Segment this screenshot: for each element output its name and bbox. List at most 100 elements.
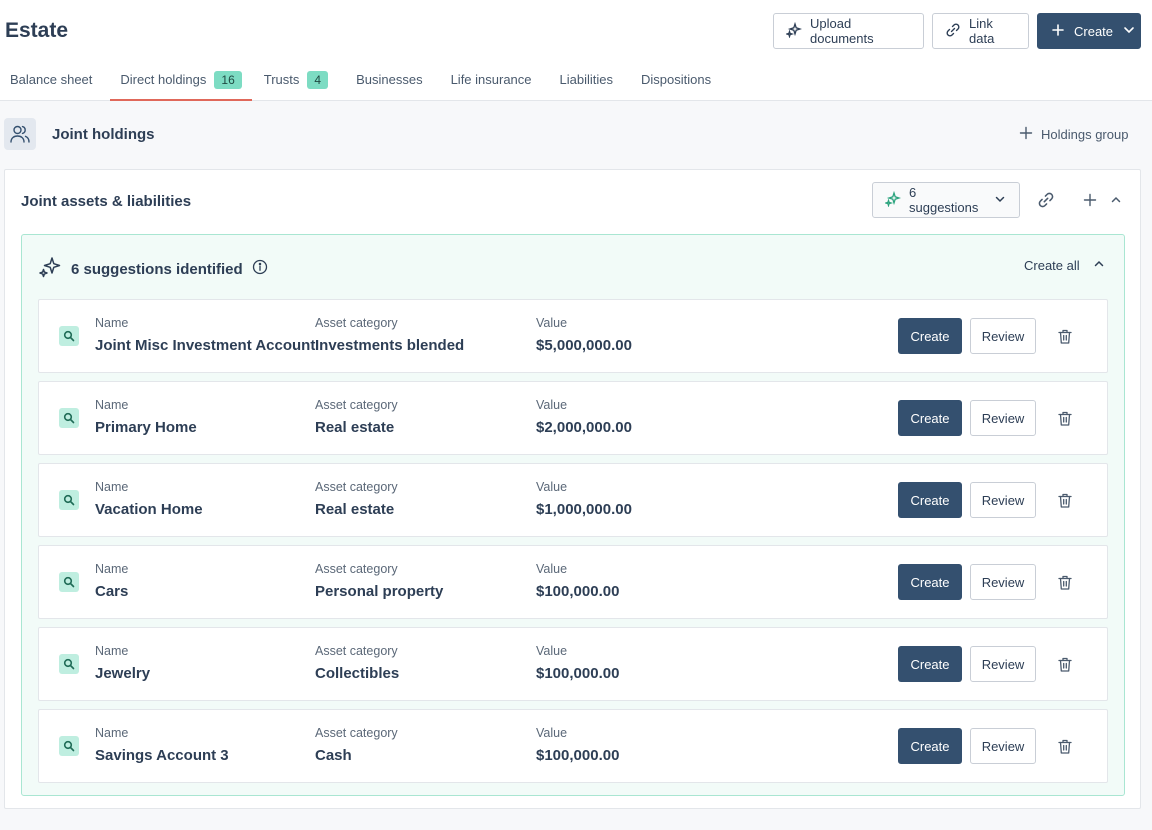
trash-icon[interactable] xyxy=(1056,573,1074,591)
create-dropdown-button[interactable]: Create xyxy=(1037,13,1141,49)
value-column: Value $2,000,000.00 xyxy=(536,398,632,436)
tab-balance-sheet[interactable]: Balance sheet xyxy=(0,62,102,101)
value-column: Value $100,000.00 xyxy=(536,644,619,682)
count-badge: 4 xyxy=(307,70,329,89)
search-icon xyxy=(59,490,79,510)
asset-category: Cash xyxy=(315,747,352,764)
plus-icon xyxy=(1019,126,1033,143)
count-badge: 16 xyxy=(214,70,242,89)
tab-label: Dispositions xyxy=(641,72,712,87)
create-button[interactable]: Create xyxy=(898,400,962,436)
chevron-up-icon[interactable] xyxy=(1105,189,1127,211)
review-button[interactable]: Review xyxy=(970,646,1036,682)
suggestions-header: 6 suggestions identified xyxy=(38,255,268,283)
link-icon xyxy=(945,22,961,41)
tab-life-insurance[interactable]: Life insurance xyxy=(441,62,542,101)
category-column: Asset category Cash xyxy=(315,726,398,764)
suggestion-card: Name Primary Home Asset category Real es… xyxy=(38,381,1108,455)
create-button[interactable]: Create xyxy=(898,318,962,354)
category-column: Asset category Investments blended xyxy=(315,316,464,354)
suggestion-card: Name Cars Asset category Personal proper… xyxy=(38,545,1108,619)
joint-holdings-title: Joint holdings xyxy=(52,126,155,143)
tab-label: Balance sheet xyxy=(10,72,93,87)
asset-name: Jewelry xyxy=(95,665,151,682)
review-button[interactable]: Review xyxy=(970,564,1036,600)
tab-label: Liabilities xyxy=(559,72,614,87)
tab-label: Businesses xyxy=(356,72,423,87)
chevron-up-icon xyxy=(1092,257,1106,274)
info-icon[interactable] xyxy=(252,259,268,279)
tab-dispositions[interactable]: Dispositions xyxy=(631,62,721,101)
search-icon xyxy=(59,654,79,674)
review-button[interactable]: Review xyxy=(970,400,1036,436)
plus-icon[interactable] xyxy=(1079,189,1101,211)
tab-trusts[interactable]: Trusts 4 xyxy=(254,62,338,101)
category-label: Asset category xyxy=(315,480,398,494)
users-icon xyxy=(4,118,36,150)
review-button[interactable]: Review xyxy=(970,318,1036,354)
asset-name: Joint Misc Investment Account xyxy=(95,337,316,354)
value-label: Value xyxy=(536,726,568,740)
name-column: Name Savings Account 3 xyxy=(95,726,229,764)
sparkle-icon xyxy=(883,190,902,210)
asset-value: $5,000,000.00 xyxy=(536,337,632,354)
name-label: Name xyxy=(95,726,129,740)
create-button[interactable]: Create xyxy=(898,482,962,518)
suggestion-card: Name Savings Account 3 Asset category Ca… xyxy=(38,709,1108,783)
joint-assets-panel: Joint assets & liabilities 6 suggestions xyxy=(4,169,1141,809)
link-icon[interactable] xyxy=(1035,189,1057,211)
tab-liabilities[interactable]: Liabilities xyxy=(550,62,623,101)
search-icon xyxy=(59,736,79,756)
trash-icon[interactable] xyxy=(1056,409,1074,427)
sparkle-icon xyxy=(784,21,803,41)
create-button[interactable]: Create xyxy=(898,728,962,764)
tab-businesses[interactable]: Businesses xyxy=(346,62,432,101)
name-label: Name xyxy=(95,562,129,576)
trash-icon[interactable] xyxy=(1056,655,1074,673)
category-column: Asset category Real estate xyxy=(315,398,398,436)
asset-value: $100,000.00 xyxy=(536,583,620,600)
trash-icon[interactable] xyxy=(1056,737,1074,755)
asset-name: Vacation Home xyxy=(95,501,203,518)
asset-name: Primary Home xyxy=(95,419,197,436)
value-column: Value $1,000,000.00 xyxy=(536,480,632,518)
suggestions-dropdown-button[interactable]: 6 suggestions xyxy=(872,182,1020,218)
value-label: Value xyxy=(536,644,568,658)
trash-icon[interactable] xyxy=(1056,327,1074,345)
create-all-label: Create all xyxy=(1024,258,1080,273)
value-label: Value xyxy=(536,398,568,412)
joint-holdings-header: Joint holdings Holdings group xyxy=(0,102,1152,168)
name-column: Name Vacation Home xyxy=(95,480,203,518)
asset-category: Personal property xyxy=(315,583,444,600)
plus-icon xyxy=(1050,22,1066,41)
value-label: Value xyxy=(536,480,568,494)
asset-category: Real estate xyxy=(315,501,395,518)
upload-documents-button[interactable]: Upload documents xyxy=(773,13,924,49)
review-button[interactable]: Review xyxy=(970,728,1036,764)
suggestion-card: Name Jewelry Asset category Collectibles… xyxy=(38,627,1108,701)
tab-label: Direct holdings xyxy=(120,72,207,87)
asset-name: Savings Account 3 xyxy=(95,747,229,764)
create-all-button[interactable]: Create all xyxy=(1024,257,1106,274)
tab-direct-holdings[interactable]: Direct holdings 16 xyxy=(110,62,253,101)
name-column: Name Jewelry xyxy=(95,644,150,682)
search-icon xyxy=(59,326,79,346)
category-label: Asset category xyxy=(315,562,398,576)
name-column: Name Joint Misc Investment Account xyxy=(95,316,315,354)
search-icon xyxy=(59,572,79,592)
asset-name: Cars xyxy=(95,583,129,600)
asset-category: Investments blended xyxy=(315,337,465,354)
create-button[interactable]: Create xyxy=(898,564,962,600)
category-label: Asset category xyxy=(315,726,398,740)
trash-icon[interactable] xyxy=(1056,491,1074,509)
name-label: Name xyxy=(95,316,129,330)
add-holdings-group-button[interactable]: Holdings group xyxy=(1019,126,1128,143)
category-column: Asset category Personal property xyxy=(315,562,443,600)
review-button[interactable]: Review xyxy=(970,482,1036,518)
create-button[interactable]: Create xyxy=(898,646,962,682)
suggestions-label: 6 suggestions xyxy=(909,185,979,215)
page-title: Estate xyxy=(5,19,69,42)
link-data-button[interactable]: Link data xyxy=(932,13,1029,49)
tab-label: Life insurance xyxy=(450,72,532,87)
upload-documents-label: Upload documents xyxy=(810,16,874,46)
